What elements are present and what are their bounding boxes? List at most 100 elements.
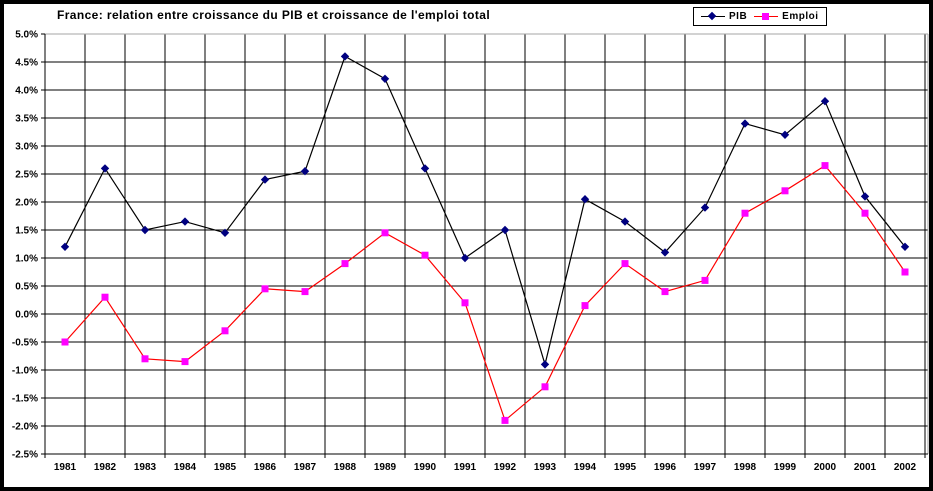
data-point-marker	[701, 276, 709, 284]
emploi-line-marker-icon	[754, 12, 779, 21]
data-point-marker	[220, 228, 230, 237]
data-point-marker	[420, 164, 430, 173]
vertical-gridlines	[44, 34, 926, 454]
data-point-marker	[181, 358, 189, 366]
data-point-marker	[901, 268, 909, 276]
data-point-marker	[101, 293, 109, 301]
data-point-marker	[580, 195, 590, 204]
x-tick-label: 1984	[174, 462, 197, 473]
x-tick-label: 1981	[54, 462, 77, 473]
y-tick-label: 4.5%	[15, 58, 38, 69]
x-tick-label: 2000	[814, 462, 837, 473]
data-point-marker	[780, 130, 790, 139]
legend-entry-pib: PIB	[701, 11, 747, 22]
data-point-marker	[821, 162, 829, 170]
legend-entry-emploi: Emploi	[754, 11, 818, 22]
y-tick-label: 3.5%	[15, 114, 38, 125]
data-point-marker	[541, 383, 549, 391]
x-tick-label: 2001	[854, 462, 877, 473]
x-tick-label: 1985	[214, 462, 237, 473]
data-point-marker	[341, 260, 349, 268]
data-point-marker	[61, 338, 69, 346]
y-tick-label: 4.0%	[15, 86, 38, 97]
data-point-marker	[221, 327, 229, 335]
x-tick-label: 1999	[774, 462, 797, 473]
x-axis-labels: 1981 1982 1983 1984 1985 1986 1987 1988 1989 1990…	[54, 462, 917, 473]
horizontal-gridlines	[45, 61, 928, 427]
data-point-marker	[60, 242, 70, 251]
y-tick-label: 3.0%	[15, 142, 38, 153]
x-tick-label: 1982	[94, 462, 117, 473]
x-tick-label: 1996	[654, 462, 677, 473]
data-point-marker	[621, 260, 629, 268]
data-point-marker	[380, 74, 390, 83]
x-tick-label: 1993	[534, 462, 557, 473]
x-tick-label: 1991	[454, 462, 477, 473]
data-point-marker	[740, 119, 750, 128]
data-point-marker	[741, 209, 749, 217]
x-tick-label: 2002	[894, 462, 917, 473]
series-pib	[60, 52, 910, 369]
x-tick-label: 1987	[294, 462, 317, 473]
pib-line-marker-icon	[701, 11, 725, 21]
data-point-marker	[301, 288, 309, 296]
data-point-marker	[700, 203, 710, 212]
data-point-marker	[140, 225, 150, 235]
legend-label-pib: PIB	[729, 11, 748, 22]
y-tick-label: -1.5%	[12, 394, 38, 405]
data-point-marker	[460, 253, 470, 263]
x-tick-label: 1989	[374, 462, 397, 473]
data-point-marker	[620, 217, 630, 226]
data-point-marker	[340, 52, 350, 61]
data-point-marker	[781, 187, 789, 195]
data-point-marker	[900, 242, 910, 251]
data-point-marker	[540, 360, 550, 369]
x-tick-label: 1988	[334, 462, 357, 473]
chart-title: France: relation entre croissance du PIB…	[57, 8, 491, 22]
y-tick-label: 2.0%	[15, 198, 38, 209]
data-point-marker	[260, 175, 270, 184]
x-tick-label: 1997	[694, 462, 717, 473]
y-tick-label: -2.0%	[12, 422, 38, 433]
data-point-marker	[500, 225, 510, 235]
data-point-marker	[300, 167, 310, 176]
x-tick-label: 1994	[574, 462, 597, 473]
axes	[41, 33, 928, 458]
y-tick-label: -0.5%	[12, 338, 38, 349]
y-axis-labels: 5.0% 4.5% 4.0% 3.5% 3.0% 2.5% 2.0% 1.5% 1.0% 0.5%…	[12, 30, 38, 461]
data-point-marker	[461, 299, 469, 307]
data-point-marker	[100, 164, 110, 173]
data-point-marker	[381, 229, 389, 237]
data-point-marker	[421, 251, 429, 259]
y-tick-label: 1.0%	[15, 254, 38, 265]
x-tick-label: 1992	[494, 462, 517, 473]
data-point-marker	[501, 416, 509, 424]
y-tick-label: 0.0%	[15, 310, 38, 321]
y-tick-label: 2.5%	[15, 170, 38, 181]
legend-label-emploi: Emploi	[782, 11, 819, 22]
y-tick-label: 0.5%	[15, 282, 38, 293]
data-point-marker	[820, 97, 830, 106]
data-point-marker	[661, 288, 669, 296]
data-point-marker	[261, 285, 269, 293]
x-tick-label: 1990	[414, 462, 437, 473]
y-tick-label: 1.5%	[15, 226, 38, 237]
data-point-marker	[180, 217, 190, 226]
data-point-marker	[860, 192, 870, 201]
y-tick-label: -1.0%	[12, 366, 38, 377]
data-point-marker	[660, 248, 670, 257]
x-tick-label: 1983	[134, 462, 157, 473]
x-tick-label: 1995	[614, 462, 637, 473]
data-point-marker	[141, 355, 149, 363]
series-emploi	[61, 162, 909, 424]
y-tick-label: -2.5%	[12, 450, 38, 461]
plot-border	[45, 33, 929, 454]
y-tick-label: 5.0%	[15, 30, 38, 41]
data-point-marker	[581, 302, 589, 310]
x-tick-label: 1986	[254, 462, 277, 473]
data-point-marker	[861, 209, 869, 217]
x-tick-label: 1998	[734, 462, 757, 473]
legend: PIB Emploi	[693, 7, 827, 26]
